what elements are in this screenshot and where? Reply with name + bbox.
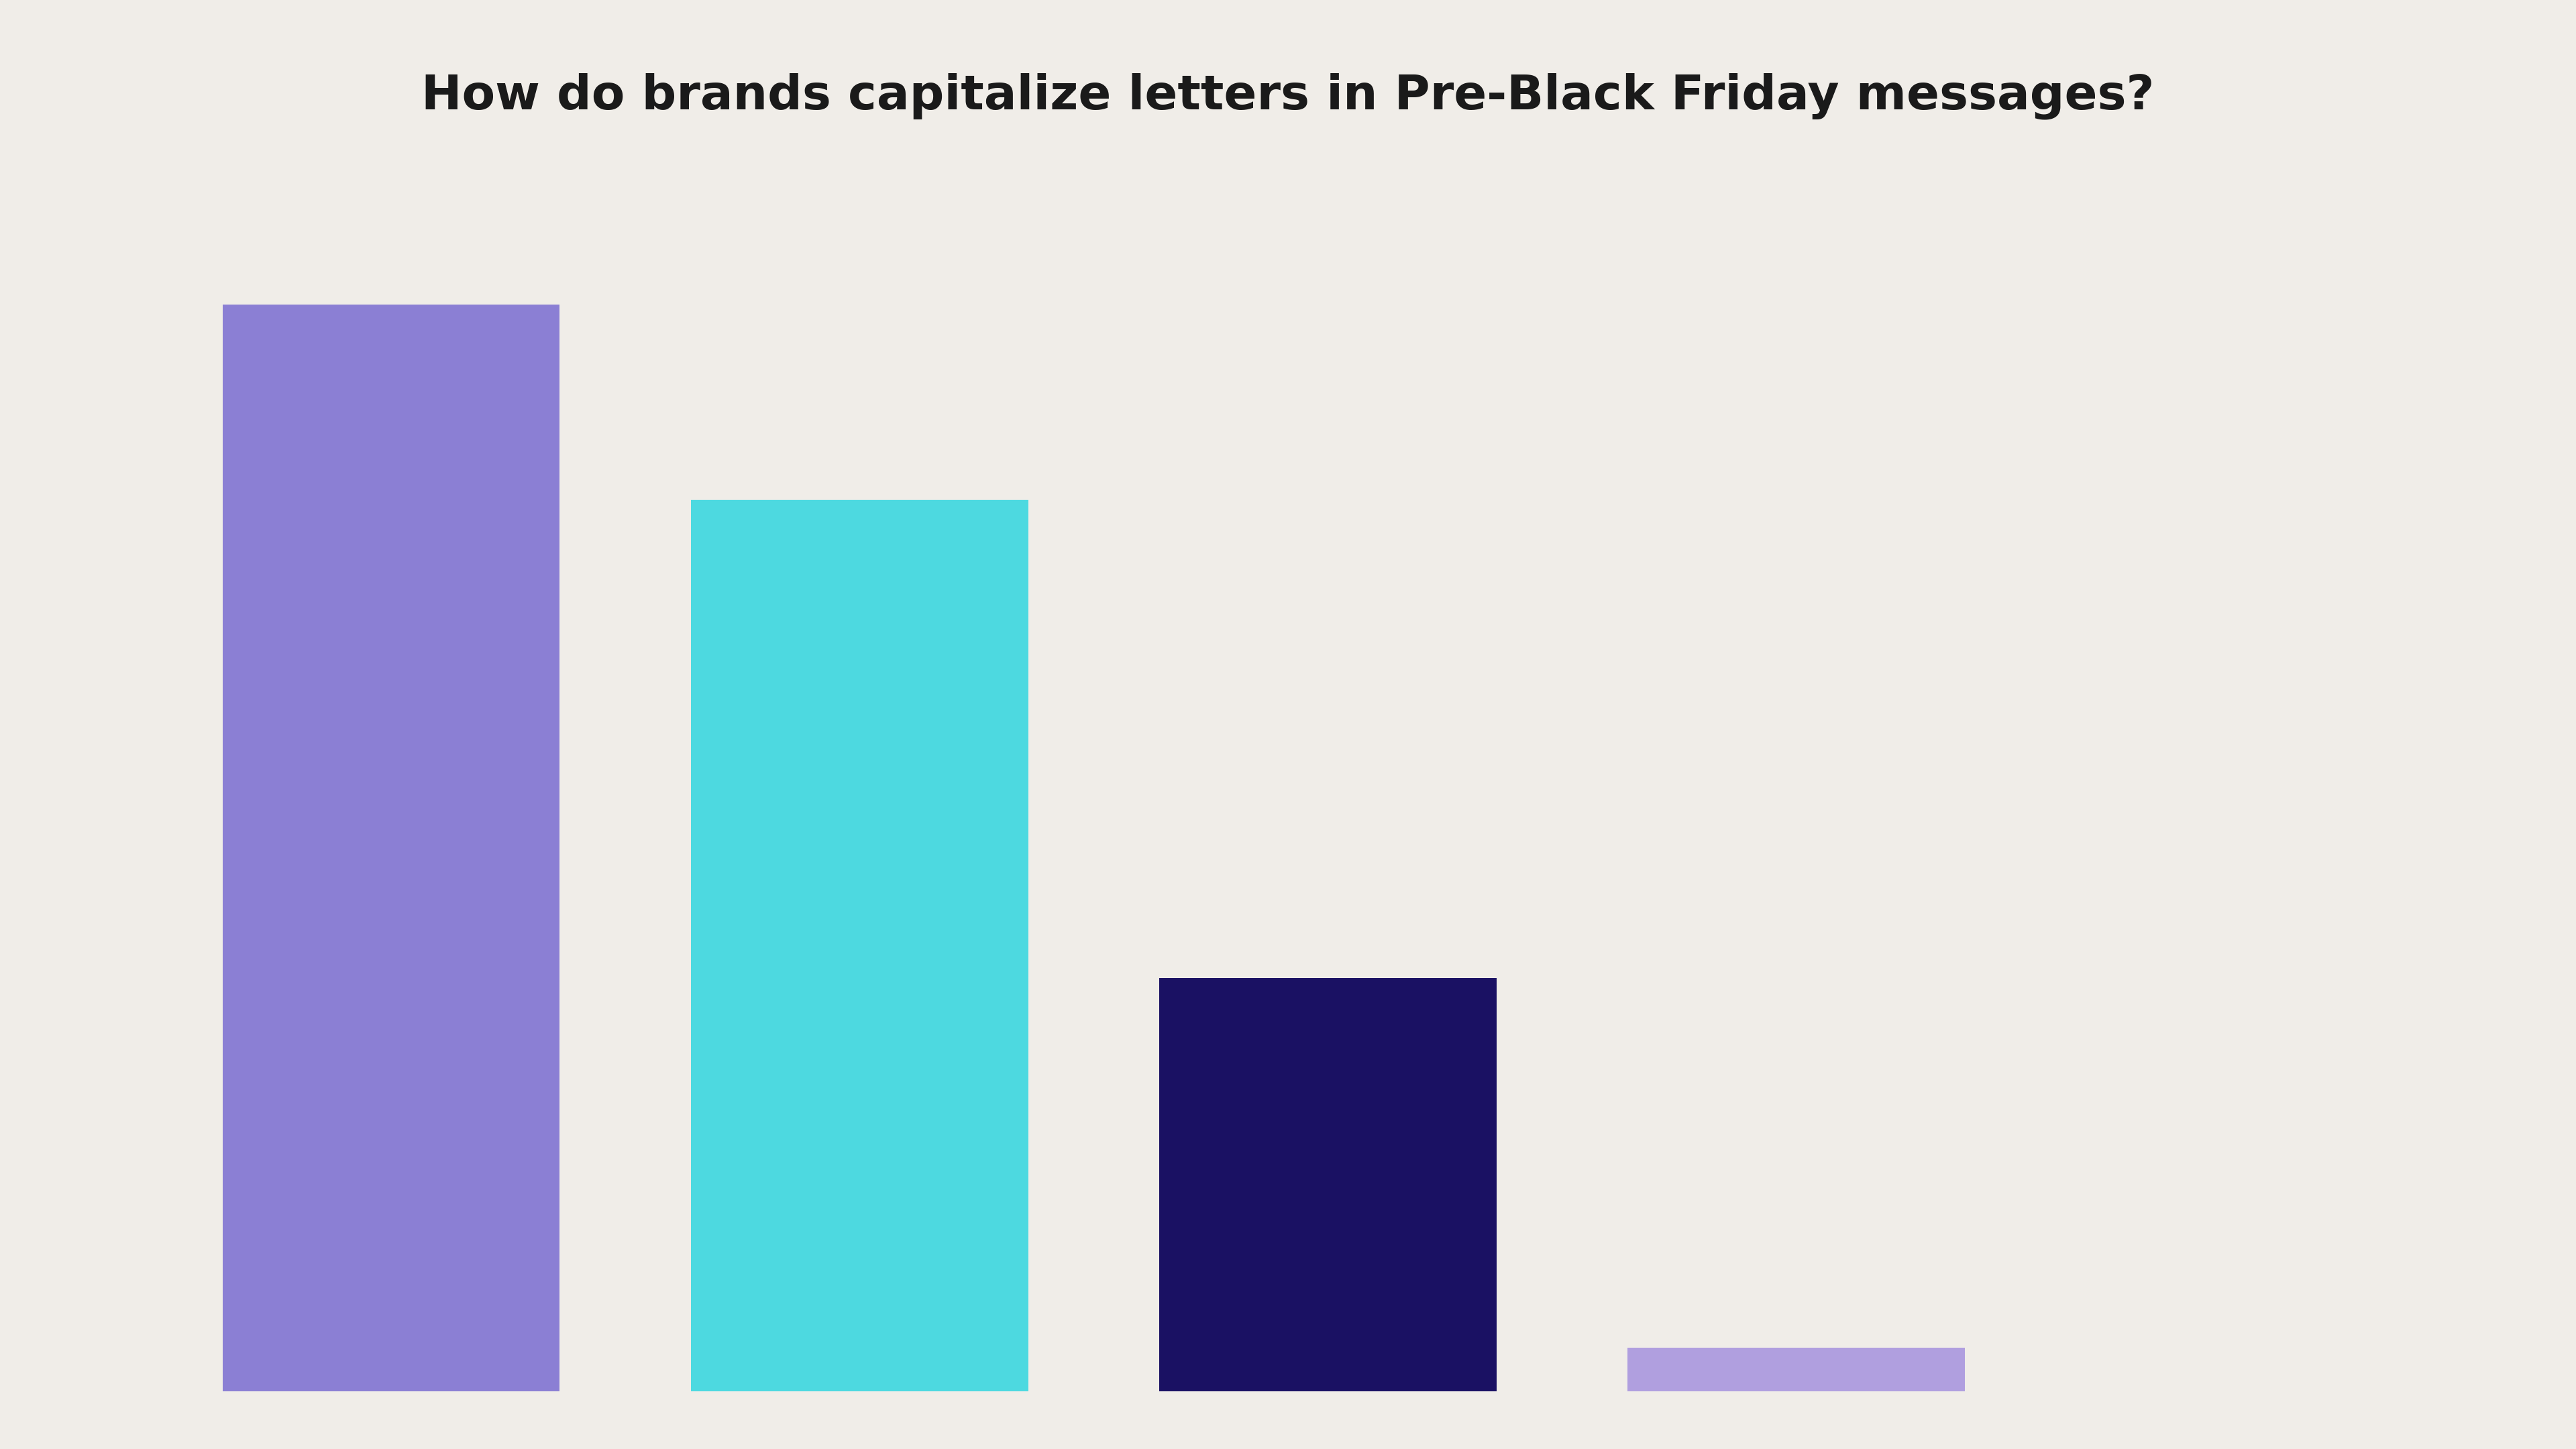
Text: How do brands capitalize letters in Pre-Black Friday messages?: How do brands capitalize letters in Pre-… — [422, 72, 2154, 119]
Bar — [1628, 1348, 1965, 1391]
Bar — [690, 500, 1028, 1391]
Bar — [222, 304, 559, 1391]
Bar — [1159, 978, 1497, 1391]
